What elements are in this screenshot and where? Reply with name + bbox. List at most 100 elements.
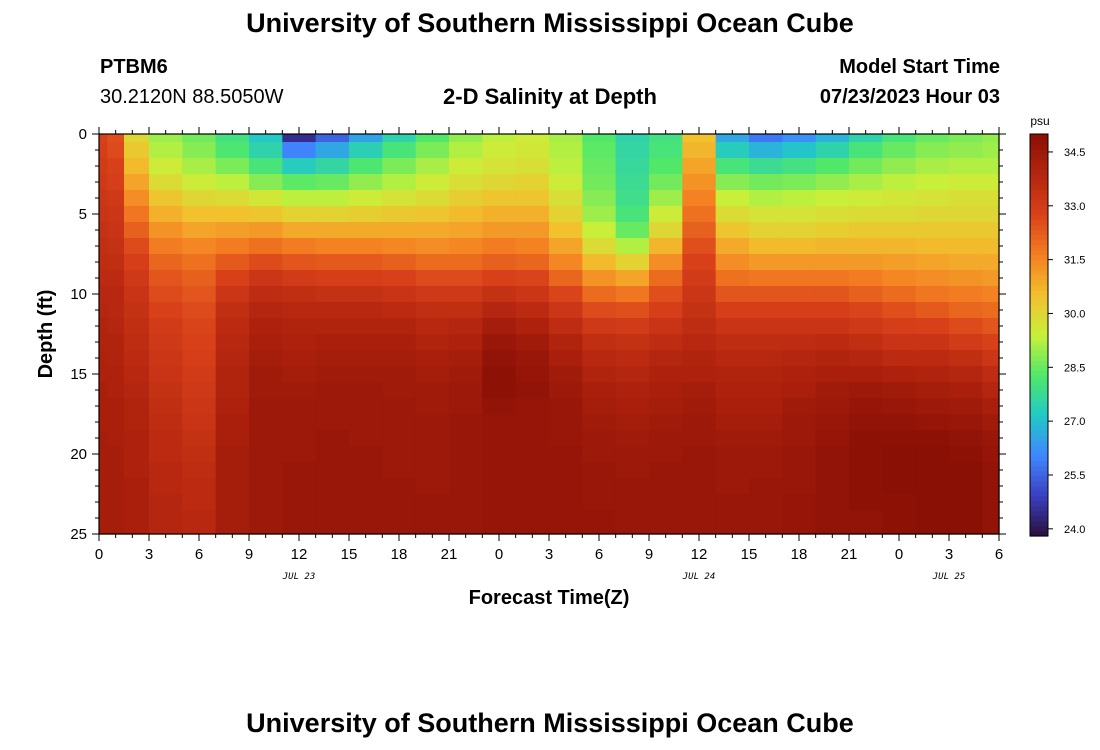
x-tick-label: 12	[691, 546, 708, 563]
heatmap-cell	[649, 206, 683, 223]
heatmap-cell	[682, 478, 717, 495]
heatmap-cell	[682, 206, 717, 223]
heatmap-cell	[182, 382, 217, 399]
heatmap-cell	[849, 446, 883, 463]
heatmap-cell	[782, 190, 817, 207]
heatmap-cell	[982, 270, 1000, 287]
heatmap-cell	[949, 134, 983, 143]
heatmap-cell	[882, 134, 917, 143]
heatmap-cell	[682, 494, 717, 511]
heatmap-cell	[982, 302, 1000, 319]
heatmap-cell	[124, 414, 150, 431]
colorbar-segment	[1030, 485, 1048, 492]
heatmap-cell	[482, 190, 517, 207]
heatmap-cell	[815, 414, 850, 431]
heatmap-cell	[915, 190, 950, 207]
heatmap-cell	[282, 478, 317, 495]
heatmap-cell	[782, 382, 817, 399]
heatmap-cell	[149, 134, 183, 143]
heatmap-cell	[949, 206, 983, 223]
heatmap-cell	[849, 350, 883, 367]
heatmap-cell	[549, 254, 583, 271]
heatmap-cell	[415, 142, 450, 159]
heatmap-cell	[882, 350, 917, 367]
heatmap-cell	[249, 254, 283, 271]
heatmap-cell	[549, 414, 583, 431]
heatmap-cell	[649, 190, 683, 207]
heatmap-cell	[124, 526, 150, 535]
colorbar-segment	[1030, 329, 1048, 336]
heatmap-cell	[449, 382, 483, 399]
heatmap-cell	[649, 414, 683, 431]
heatmap-cell	[982, 526, 1000, 535]
heatmap-cell	[649, 174, 683, 191]
heatmap-cell	[415, 462, 450, 479]
heatmap-cell	[915, 318, 950, 335]
heatmap-cell	[449, 222, 483, 239]
heatmap-cell	[282, 158, 317, 175]
heatmap-cell	[515, 318, 550, 335]
heatmap-cell	[749, 190, 783, 207]
heatmap-cell	[449, 286, 483, 303]
colorbar-segment	[1030, 335, 1048, 341]
y-tick-label: 25	[70, 526, 87, 543]
heatmap-cell	[915, 430, 950, 447]
heatmap-cell	[315, 398, 350, 415]
heatmap-cell	[99, 158, 108, 175]
colorbar-segment	[1030, 360, 1048, 366]
heatmap-cell	[849, 478, 883, 495]
heatmap-cell	[849, 222, 883, 239]
heatmap-cell	[449, 526, 483, 535]
heatmap-cell	[382, 382, 417, 399]
heatmap-cell	[615, 134, 650, 143]
heatmap-cell	[215, 446, 250, 463]
heatmap-cell	[415, 254, 450, 271]
heatmap-cell	[482, 510, 517, 527]
heatmap-cell	[449, 334, 483, 351]
heatmap-cell	[182, 158, 217, 175]
y-tick-label: 0	[79, 126, 87, 143]
heatmap-cell	[349, 286, 383, 303]
heatmap-cell	[715, 190, 750, 207]
heatmap-cell	[182, 174, 217, 191]
colorbar-segment	[1030, 520, 1048, 527]
colorbar-segment	[1030, 455, 1048, 462]
heatmap-cell	[99, 430, 108, 447]
colorbar-segment	[1030, 199, 1048, 205]
heatmap-cell	[949, 318, 983, 335]
colorbar-segment	[1030, 385, 1048, 391]
heatmap-cell	[315, 526, 350, 535]
heatmap-cell	[515, 238, 550, 255]
heatmap-cell	[582, 494, 617, 511]
heatmap-cell	[715, 366, 750, 383]
heatmap-cell	[515, 398, 550, 415]
heatmap-cell	[915, 158, 950, 175]
heatmap-cell	[882, 478, 917, 495]
heatmap-cell	[215, 494, 250, 511]
heatmap-cell	[449, 142, 483, 159]
heatmap-cell	[315, 414, 350, 431]
heatmap-cell	[582, 238, 617, 255]
heatmap-cell	[549, 318, 583, 335]
colorbar-segment	[1030, 309, 1048, 316]
heatmap-cell	[915, 446, 950, 463]
heatmap-cell	[482, 366, 517, 383]
heatmap-cell	[515, 430, 550, 447]
colorbar-segment	[1030, 365, 1048, 371]
heatmap-cell	[449, 190, 483, 207]
heatmap-cell	[782, 446, 817, 463]
colorbar-segment	[1030, 249, 1048, 256]
colorbar-segment	[1030, 294, 1048, 301]
heatmap-cell	[449, 446, 483, 463]
heatmap-cell	[449, 494, 483, 511]
heatmap-cell	[915, 366, 950, 383]
heatmap-cell	[815, 494, 850, 511]
heatmap-cell	[449, 510, 483, 527]
colorbar-segment	[1030, 370, 1048, 376]
heatmap-cell	[382, 494, 417, 511]
heatmap-cell	[715, 494, 750, 511]
heatmap-cell	[782, 254, 817, 271]
heatmap-cell	[815, 366, 850, 383]
heatmap-cell	[515, 190, 550, 207]
heatmap-cell	[582, 134, 617, 143]
